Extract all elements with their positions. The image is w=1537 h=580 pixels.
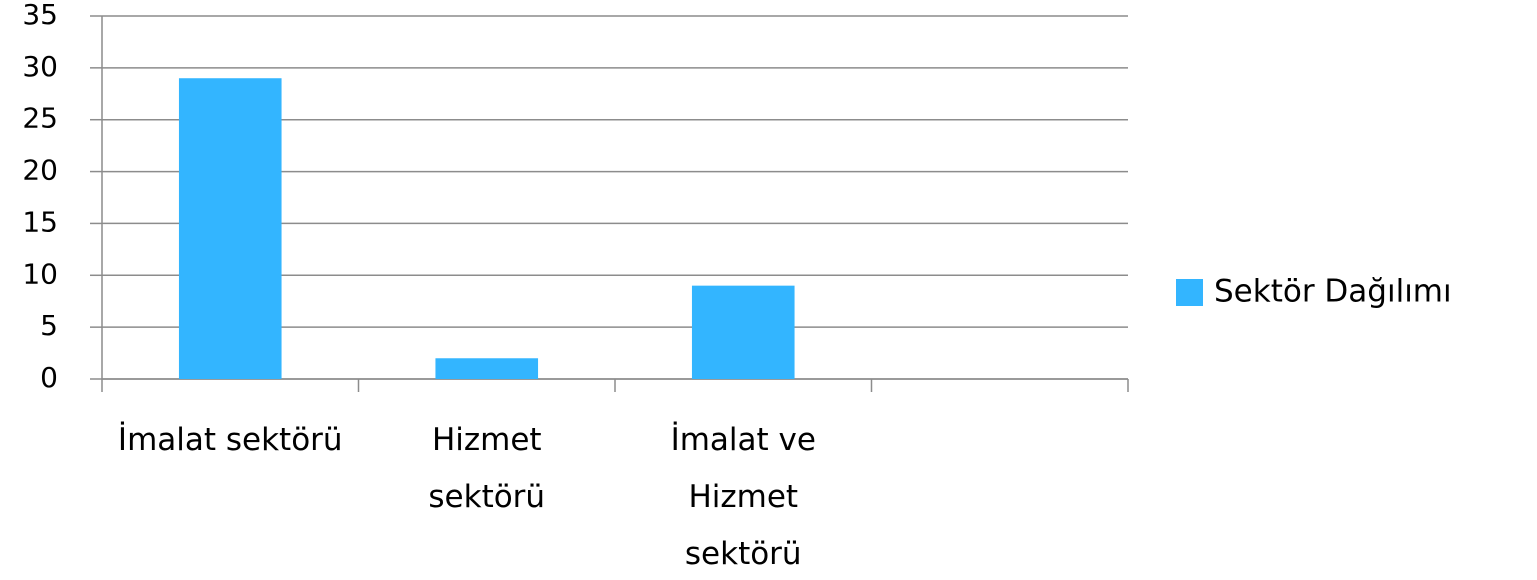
bar [435,358,539,379]
y-tick-label: 15 [22,205,58,238]
x-tick-label: İmalat sektörü [117,422,343,458]
x-tick-label: İmalat ve Hizmet sektörü [670,422,816,572]
y-tick-label: 30 [22,50,58,83]
x-tick-label-box: İmalat sektörü [117,422,343,458]
x-tick-label-box: İmalat ve Hizmet sektörü [670,422,816,572]
y-tick-label: 0 [40,361,58,394]
bar [178,78,282,379]
legend-label: Sektör Dağılımı [1214,274,1452,310]
y-tick-label: 35 [22,0,58,31]
y-tick-label: 10 [22,257,58,290]
y-tick-label: 5 [40,309,58,342]
legend-swatch [1176,279,1203,306]
x-tick-label: Hizmet sektörü [428,422,546,515]
y-tick-label: 25 [22,102,58,135]
bar [691,285,795,379]
x-tick-label-box: Hizmet sektörü [428,422,546,515]
y-tick-label: 20 [22,154,58,187]
